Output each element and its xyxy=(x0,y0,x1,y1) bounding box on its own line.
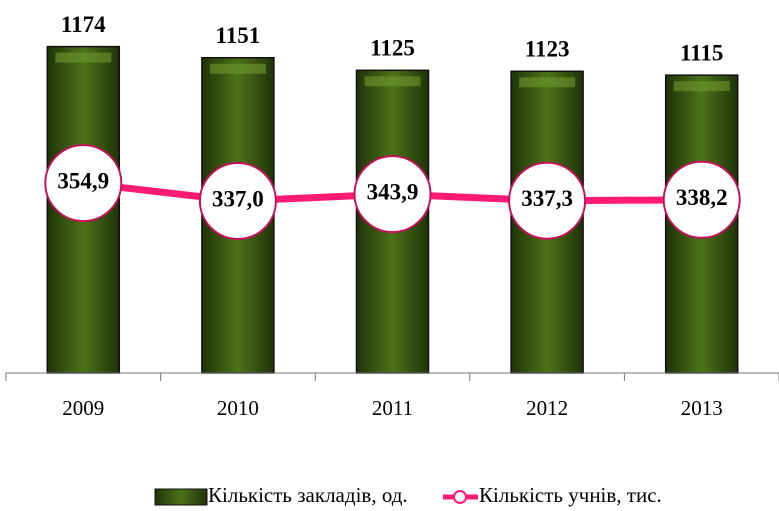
x-tick-label: 2010 xyxy=(217,396,259,420)
bar-value-label: 1174 xyxy=(61,12,106,37)
bar-value-label: 1115 xyxy=(680,40,723,65)
bar-value-label: 1123 xyxy=(525,37,570,62)
bar-highlight xyxy=(55,52,112,63)
line-value-label: 354,9 xyxy=(57,168,109,193)
line-value-label: 338,2 xyxy=(676,185,728,210)
legend-swatch-marker xyxy=(453,490,467,504)
bar-highlight xyxy=(673,81,730,92)
bar-value-label: 1151 xyxy=(216,23,261,48)
line-marker xyxy=(353,155,432,234)
line-value-label: 343,9 xyxy=(367,179,419,204)
line-marker xyxy=(44,144,123,223)
line-value-label: 337,3 xyxy=(521,186,573,211)
bar-highlight xyxy=(209,63,266,74)
x-tick-label: 2012 xyxy=(526,396,568,420)
bar-highlight xyxy=(519,77,576,88)
line-marker xyxy=(198,162,277,240)
legend-label: Кількість учнів, тис. xyxy=(479,483,662,507)
line-value-label: 337,0 xyxy=(212,186,264,211)
line-marker xyxy=(662,160,741,239)
x-tick-label: 2009 xyxy=(62,396,104,420)
bar-highlight xyxy=(364,76,421,87)
x-tick-label: 2011 xyxy=(372,396,413,420)
line-marker xyxy=(508,161,587,240)
legend-swatch-bar xyxy=(154,488,208,506)
bar-value-label: 1125 xyxy=(370,36,415,61)
legend-label: Кількість закладів, од. xyxy=(208,483,408,507)
x-tick-label: 2013 xyxy=(681,396,723,420)
